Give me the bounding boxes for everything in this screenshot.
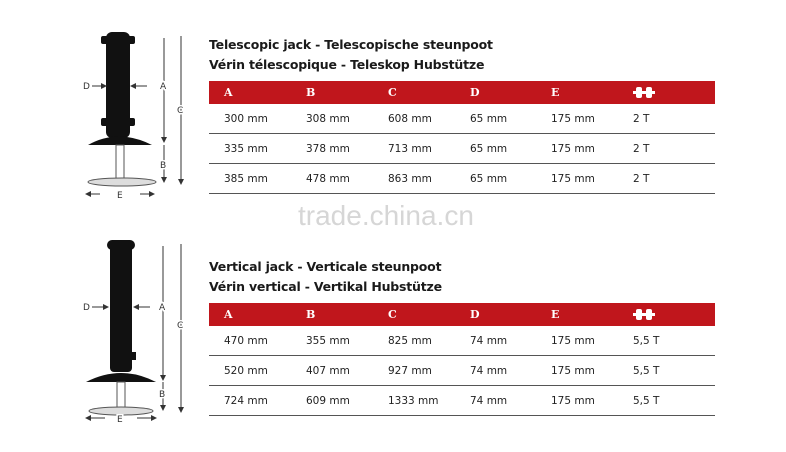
table-cell: 927 mm	[388, 365, 432, 377]
table-cell: 608 mm	[388, 113, 432, 125]
table-cell: 5,5 T	[633, 365, 660, 377]
table-cell: 175 mm	[551, 173, 595, 185]
label-a: A	[159, 303, 166, 313]
label-d: D	[83, 82, 90, 92]
table-row: 300 mm 308 mm 608 mm 65 mm 175 mm 2 T	[209, 104, 715, 134]
label-e: E	[117, 415, 123, 425]
section-subtitle: Vérin vertical - Vertikal Hubstütze	[209, 279, 442, 294]
table-cell: 175 mm	[551, 365, 595, 377]
table-cell: 175 mm	[551, 143, 595, 155]
table-row: 724 mm 609 mm 1333 mm 74 mm 175 mm 5,5 T	[209, 386, 715, 416]
table-cell: 175 mm	[551, 335, 595, 347]
table-cell: 609 mm	[306, 395, 350, 407]
label-c: C	[177, 321, 183, 331]
table-cell: 355 mm	[306, 335, 350, 347]
table-cell: 300 mm	[224, 113, 268, 125]
table-row: 520 mm 407 mm 927 mm 74 mm 175 mm 5,5 T	[209, 356, 715, 386]
vertical-jack-drawing: D A B C E	[82, 240, 185, 427]
table-cell: 478 mm	[306, 173, 350, 185]
section-subtitle: Vérin télescopique - Teleskop Hubstütze	[209, 57, 485, 72]
table-cell: 65 mm	[470, 113, 508, 125]
watermark: trade.china.cn	[298, 200, 474, 231]
table-cell: 520 mm	[224, 365, 268, 377]
table-cell: 175 mm	[551, 395, 595, 407]
table-cell: 2 T	[633, 113, 650, 125]
table-row: 335 mm 378 mm 713 mm 65 mm 175 mm 2 T	[209, 134, 715, 164]
jack-diagrams: D A B C E D A B C E	[82, 32, 185, 427]
table-cell: 74 mm	[470, 365, 508, 377]
table-cell: 74 mm	[470, 335, 508, 347]
weight-icon	[633, 87, 655, 101]
table-row: 470 mm 355 mm 825 mm 74 mm 175 mm 5,5 T	[209, 326, 715, 356]
label-e: E	[117, 191, 123, 201]
table-cell: 385 mm	[224, 173, 268, 185]
column-header-e: E	[551, 86, 560, 99]
column-header-d: D	[470, 86, 480, 99]
column-header-a: A	[224, 86, 233, 99]
weight-icon	[633, 309, 655, 323]
section-title: Telescopic jack - Telescopische steunpoo…	[209, 37, 493, 52]
table-cell: 2 T	[633, 173, 650, 185]
label-b: B	[159, 390, 165, 400]
column-header-c: C	[388, 86, 397, 99]
label-d: D	[83, 303, 90, 313]
table-cell: 65 mm	[470, 173, 508, 185]
table-cell: 308 mm	[306, 113, 350, 125]
table-cell: 335 mm	[224, 143, 268, 155]
table-row: 385 mm 478 mm 863 mm 65 mm 175 mm 2 T	[209, 164, 715, 194]
table-cell: 470 mm	[224, 335, 268, 347]
table-cell: 713 mm	[388, 143, 432, 155]
label-a: A	[160, 82, 167, 92]
table-cell: 378 mm	[306, 143, 350, 155]
table-header: A B C D E	[209, 81, 715, 104]
table-header: A B C D E	[209, 303, 715, 326]
table-cell: 5,5 T	[633, 395, 660, 407]
telescopic-jack-drawing: D A B C E	[83, 32, 185, 201]
table-cell: 74 mm	[470, 395, 508, 407]
column-header-b: B	[306, 308, 316, 321]
table-cell: 825 mm	[388, 335, 432, 347]
section-title: Vertical jack - Verticale steunpoot	[209, 259, 442, 274]
column-header-c: C	[388, 308, 397, 321]
table-cell: 2 T	[633, 143, 650, 155]
column-header-e: E	[551, 308, 560, 321]
column-header-b: B	[306, 86, 316, 99]
label-b: B	[160, 161, 166, 171]
table-cell: 175 mm	[551, 113, 595, 125]
table-cell: 724 mm	[224, 395, 268, 407]
table-cell: 407 mm	[306, 365, 350, 377]
table-cell: 1333 mm	[388, 395, 439, 407]
column-header-d: D	[470, 308, 480, 321]
table-cell: 5,5 T	[633, 335, 660, 347]
table-cell: 65 mm	[470, 143, 508, 155]
column-header-a: A	[224, 308, 233, 321]
label-c: C	[177, 106, 183, 116]
spec-table: A B C D E 470 mm 355 mm 825 mm 74 mm 175 mm 5,5 T…	[209, 303, 715, 416]
table-cell: 863 mm	[388, 173, 432, 185]
